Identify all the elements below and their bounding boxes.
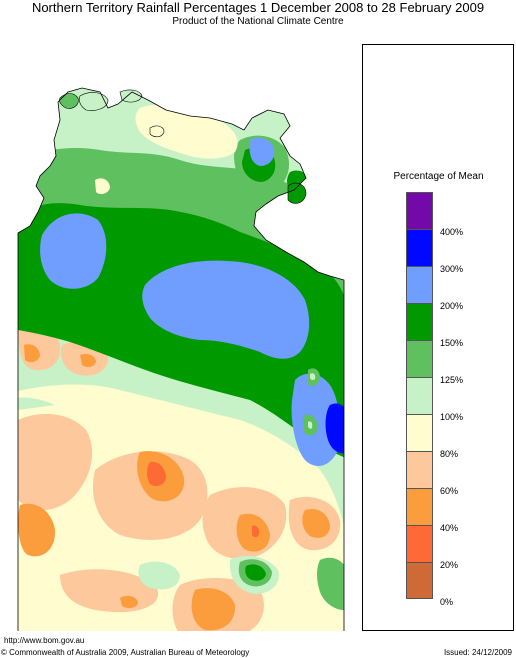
legend-label: 150% (440, 338, 464, 348)
legend-swatch (406, 562, 433, 599)
legend-swatch (406, 377, 433, 414)
legend-label: 125% (440, 375, 464, 385)
map-subtitle: Product of the National Climate Centre (172, 16, 344, 27)
legend-label: 300% (440, 264, 464, 274)
rainfall-zones (18, 88, 344, 631)
legend-swatch (406, 229, 433, 266)
legend-title: Percentage of Mean (393, 171, 484, 182)
legend-swatch (406, 303, 433, 340)
legend-swatch (406, 451, 433, 488)
legend-swatch (406, 525, 433, 562)
legend-label: 40% (440, 523, 459, 533)
legend-label: 20% (440, 560, 459, 570)
rainfall-map (0, 44, 363, 631)
legend-label: 100% (440, 412, 464, 422)
issued-date: Issued: 24/12/2009 (443, 648, 512, 657)
map-title: Northern Territory Rainfall Percentages … (31, 0, 485, 15)
legend-label: 80% (440, 449, 459, 459)
legend-label: 60% (440, 486, 459, 496)
legend-color-bar (406, 192, 433, 599)
legend-label: 400% (440, 227, 464, 237)
legend-swatch (406, 488, 433, 525)
legend-swatch (406, 414, 433, 451)
source-url: http://www.bom.gov.au (4, 636, 85, 645)
legend-swatch (406, 266, 433, 303)
rainfall-map-svg (0, 44, 363, 631)
legend-label: 200% (440, 301, 464, 311)
legend-label: 0% (440, 597, 454, 607)
panel-divider (362, 44, 363, 631)
copyright-notice: © Commonwealth of Australia 2009, Austra… (1, 648, 250, 657)
legend-swatch (406, 192, 433, 229)
legend-swatch (406, 340, 433, 377)
